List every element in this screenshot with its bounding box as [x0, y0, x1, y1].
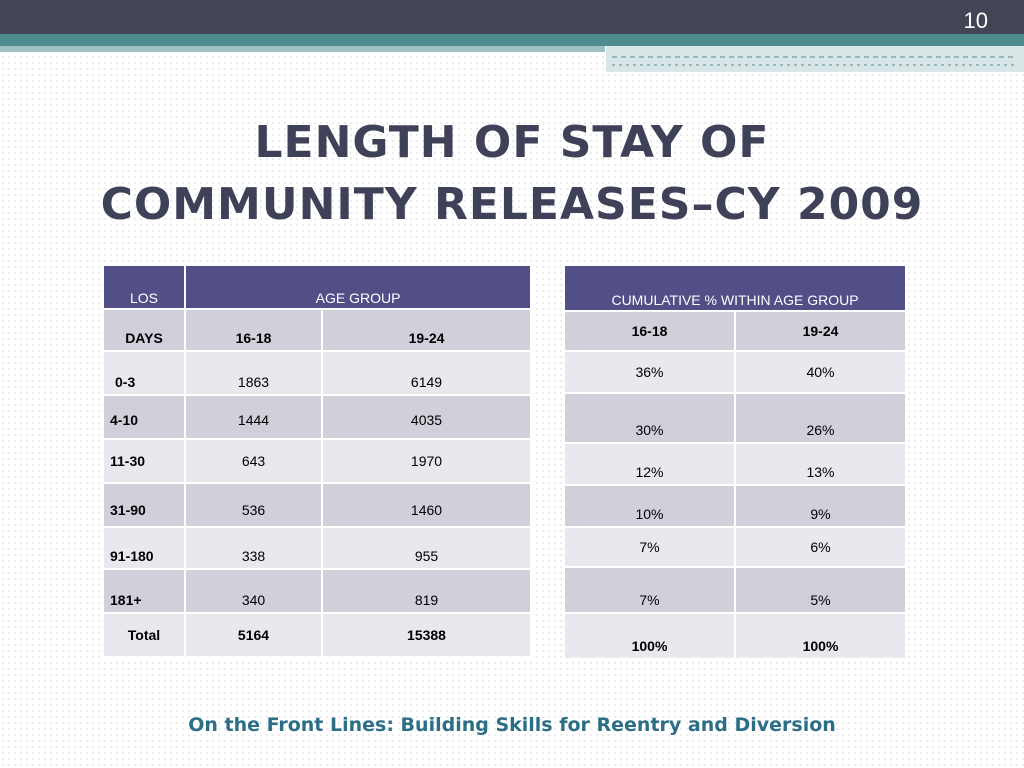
los-label: 91-180: [102, 526, 186, 570]
table-row: 30% 26%: [563, 392, 908, 444]
pct-19-24: 9%: [733, 484, 908, 528]
count-16-18: 1444: [184, 394, 323, 440]
los-label: 0-3: [102, 350, 186, 396]
table-row: 7% 6%: [563, 526, 908, 568]
header-row: CUMULATIVE % WITHIN AGE GROUP: [562, 264, 908, 312]
table-row: 0-3 1863 6149: [102, 350, 533, 396]
count-16-18: 1863: [184, 350, 323, 396]
table-row: 31-90 536 1460: [102, 482, 533, 528]
subheader-days: DAYS: [102, 308, 186, 352]
pct-16-18: 10%: [563, 484, 736, 528]
header-row: LOS AGE GROUP: [102, 264, 533, 310]
subheader-19-24: 19-24: [320, 308, 533, 352]
count-16-18: 340: [184, 568, 323, 614]
slide-title: LENGTH OF STAY OF COMMUNITY RELEASES–CY …: [0, 112, 1024, 236]
table-row: 7% 5%: [563, 566, 908, 614]
top-bar: [0, 0, 1024, 34]
count-19-24: 4035: [320, 394, 533, 440]
table-row: 36% 40%: [563, 350, 908, 394]
count-19-24: 1970: [320, 438, 533, 484]
count-19-24: 6149: [320, 350, 533, 396]
pct-16-18: 30%: [563, 392, 736, 444]
los-count-table: LOS AGE GROUP DAYS 16-18 19-24 0-3 1863 …: [102, 264, 533, 658]
pct-16-18: 7%: [563, 566, 736, 614]
total-19-24: 15388: [320, 612, 533, 658]
light-band: [0, 46, 605, 52]
title-line-1: LENGTH OF STAY OF: [254, 117, 770, 168]
count-19-24: 955: [320, 526, 533, 570]
table-row: 4-10 1444 4035: [102, 394, 533, 440]
page-number: 10: [963, 8, 988, 33]
dashed-decoration: [606, 46, 1024, 72]
count-16-18: 536: [184, 482, 323, 528]
count-16-18: 338: [184, 526, 323, 570]
header-cumulative: CUMULATIVE % WITHIN AGE GROUP: [562, 264, 908, 312]
title-line-2: COMMUNITY RELEASES–CY 2009: [100, 179, 924, 230]
table-row: 181+ 340 819: [102, 568, 533, 614]
pct-19-24: 5%: [733, 566, 908, 614]
los-label: 31-90: [102, 482, 186, 528]
table-row: 12% 13%: [563, 442, 908, 486]
los-label: 11-30: [102, 438, 186, 484]
los-label: 181+: [102, 568, 186, 614]
teal-band: [0, 34, 1024, 46]
table-row: 11-30 643 1970: [102, 438, 533, 484]
subheader-16-18: 16-18: [184, 308, 323, 352]
pct-19-24: 26%: [733, 392, 908, 444]
pct-16-18: 36%: [563, 350, 736, 394]
footer-text: On the Front Lines: Building Skills for …: [188, 714, 836, 736]
cumulative-percent-table: CUMULATIVE % WITHIN AGE GROUP 16-18 19-2…: [562, 264, 908, 660]
los-label: 4-10: [102, 394, 186, 440]
subheader-row: DAYS 16-18 19-24: [102, 308, 533, 352]
header-los: LOS: [102, 264, 186, 310]
subheader-row: 16-18 19-24: [563, 310, 908, 352]
total-16-18: 5164: [184, 612, 323, 658]
count-19-24: 1460: [320, 482, 533, 528]
count-16-18: 643: [184, 438, 323, 484]
pct-19-24: 6%: [733, 526, 908, 568]
total-19-24: 100%: [733, 612, 908, 660]
table-row: 91-180 338 955: [102, 526, 533, 570]
pct-19-24: 40%: [733, 350, 908, 394]
total-row: 100% 100%: [563, 612, 908, 660]
total-16-18: 100%: [563, 612, 736, 660]
pct-19-24: 13%: [733, 442, 908, 486]
subheader-16-18: 16-18: [563, 310, 736, 352]
count-19-24: 819: [320, 568, 533, 614]
pct-16-18: 12%: [563, 442, 736, 486]
total-row: Total 5164 15388: [102, 612, 533, 658]
table-row: 10% 9%: [563, 484, 908, 528]
total-label: Total: [102, 612, 186, 658]
subheader-19-24: 19-24: [733, 310, 908, 352]
pct-16-18: 7%: [563, 526, 736, 568]
header-age-group: AGE GROUP: [183, 264, 533, 310]
